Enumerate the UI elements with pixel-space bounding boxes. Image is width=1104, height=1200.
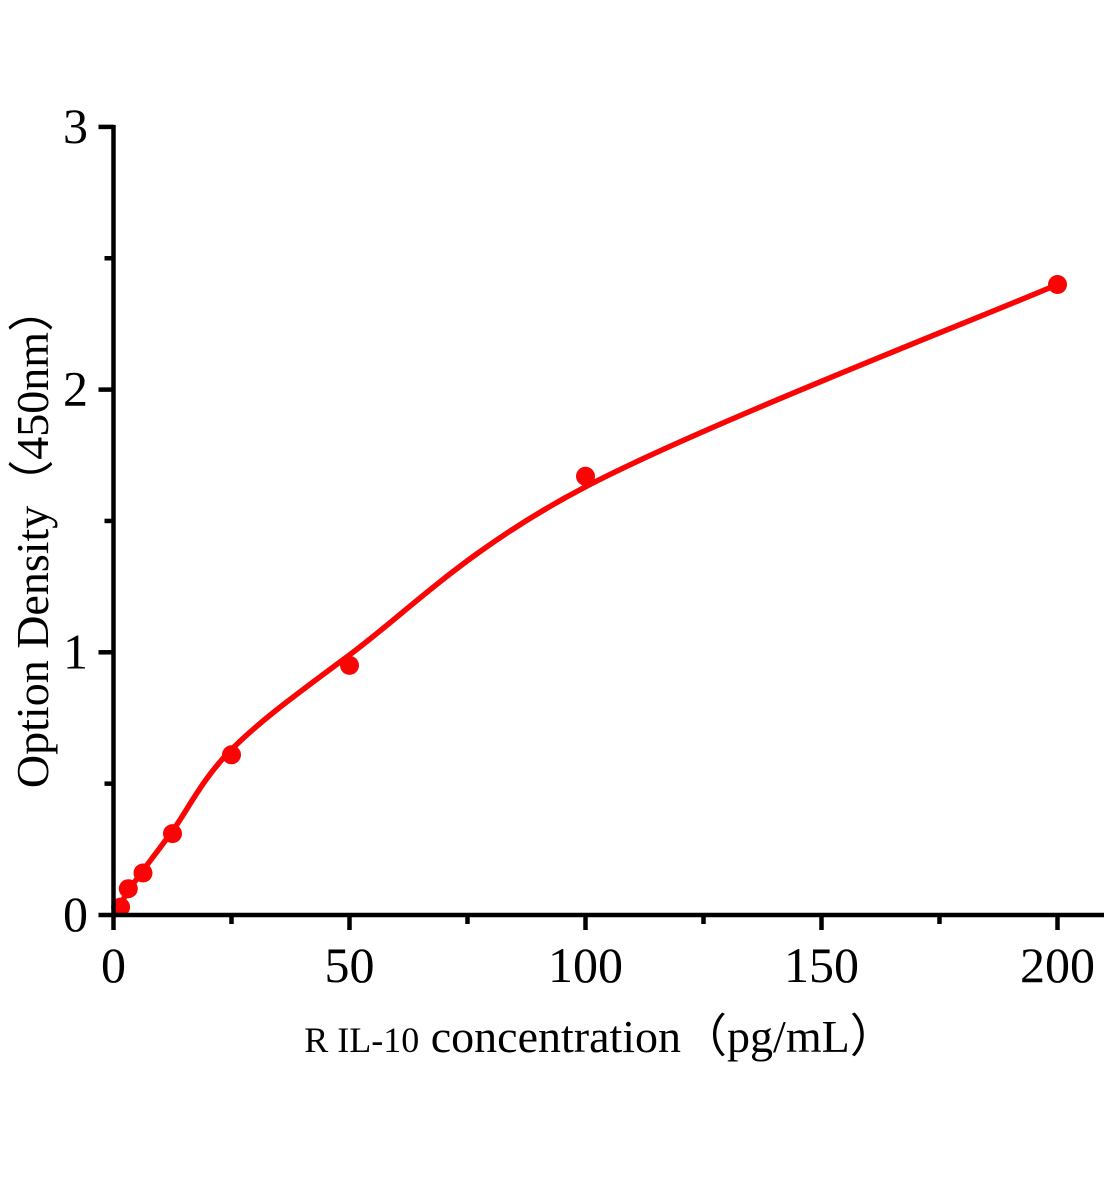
data-point xyxy=(111,897,131,917)
tick-label-layer: 0 50 100 150 200 0 1 2 3 xyxy=(63,98,1095,993)
series-layer xyxy=(110,275,1067,918)
data-point xyxy=(133,863,153,883)
x-tick-label: 200 xyxy=(1020,937,1095,993)
y-tick-label: 3 xyxy=(63,98,88,154)
x-axis-title-prefix: R IL-10 xyxy=(304,1020,419,1060)
axes-layer xyxy=(98,124,1104,930)
data-point xyxy=(118,879,138,899)
x-axis-title-main: concentration（pg/mL） xyxy=(419,1011,896,1062)
data-point xyxy=(163,824,182,844)
y-tick-label: 2 xyxy=(63,361,88,417)
y-axis-title: Option Density（450nm） xyxy=(7,286,58,788)
y-tick-label: 0 xyxy=(63,886,88,942)
data-point xyxy=(222,745,241,765)
x-tick-label: 100 xyxy=(548,937,623,993)
x-axis-title: R IL-10 concentration（pg/mL） xyxy=(304,1011,895,1062)
x-tick-label: 50 xyxy=(325,937,375,993)
x-tick-label: 0 xyxy=(101,937,126,993)
y-tick-label: 1 xyxy=(63,623,88,679)
x-tick-label: 150 xyxy=(784,937,859,993)
data-point xyxy=(340,655,359,675)
data-point xyxy=(576,466,595,486)
fit-curve xyxy=(110,281,1061,918)
data-point xyxy=(1048,275,1067,294)
